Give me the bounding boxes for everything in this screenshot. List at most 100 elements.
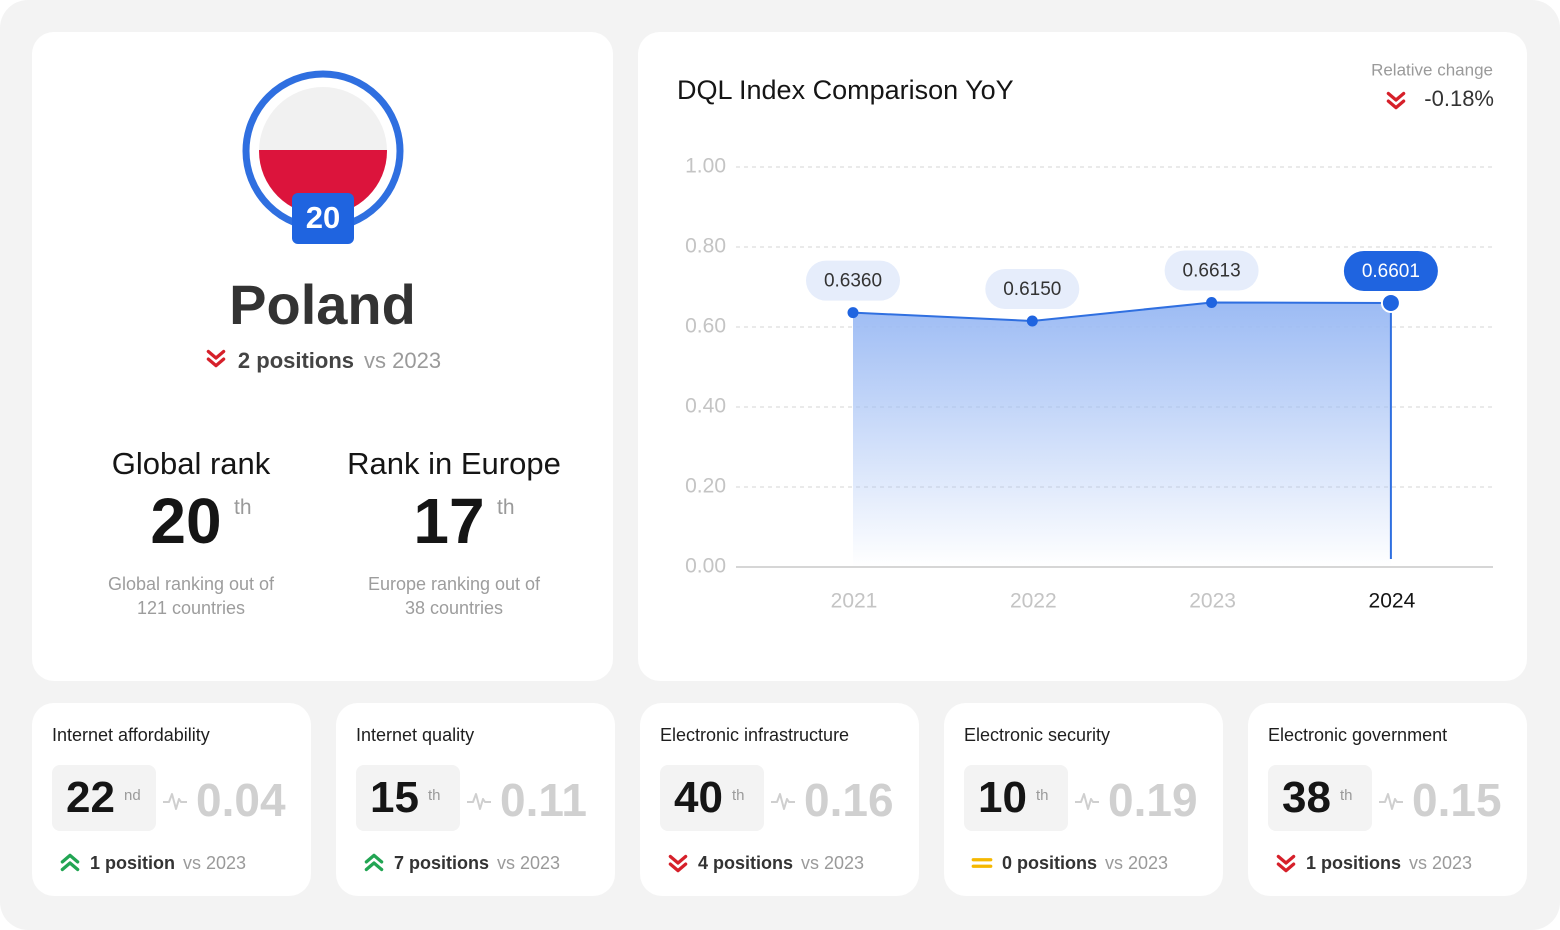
change-icon xyxy=(666,851,690,875)
metric-title: Internet affordability xyxy=(52,725,210,745)
pulse-icon xyxy=(1378,790,1404,817)
line xyxy=(852,301,1391,323)
x-tick-label: 2023 xyxy=(1189,590,1236,613)
value-label-pill xyxy=(1164,250,1259,291)
rank-box: 22 nd xyxy=(52,765,156,831)
rank-description: Global ranking out of 121 countries xyxy=(107,574,275,618)
flag-emblem: 20 xyxy=(242,70,404,244)
value-label: 0.6150 xyxy=(1003,279,1061,300)
y-tick-label: 0.80 xyxy=(685,235,726,258)
trend-icon xyxy=(668,854,688,873)
trend-icon xyxy=(206,349,226,368)
trend-icon xyxy=(1276,854,1296,873)
rank-value: 20 xyxy=(150,485,222,557)
metric-score: 0.15 xyxy=(1412,774,1502,826)
rank-badge-number: 20 xyxy=(306,200,340,235)
rank-value-row: 20 th xyxy=(51,484,331,562)
change-text: 1 position xyxy=(90,852,175,873)
pulse-glyph xyxy=(1075,793,1099,810)
rank-value: 17 xyxy=(413,485,485,557)
y-tick-label: 0.60 xyxy=(685,315,726,338)
data-point xyxy=(1380,292,1401,313)
metric-rank: 38 xyxy=(1282,773,1331,822)
change-compare: vs 2023 xyxy=(1105,852,1169,873)
metric-change: 7 positions vs 2023 xyxy=(362,851,560,875)
rank-box: 40 th xyxy=(660,765,764,831)
pulse-icon xyxy=(770,790,796,817)
rank-description: Europe ranking out of 38 countries xyxy=(367,574,541,618)
rank-box: 10 th xyxy=(964,765,1068,831)
rank-box: 15 th xyxy=(356,765,460,831)
y-tick-label: 0.40 xyxy=(685,395,726,418)
y-tick-label: 1.00 xyxy=(685,155,726,178)
metric-rank: 15 xyxy=(370,773,419,822)
metric-change: 1 position vs 2023 xyxy=(58,851,246,875)
metric-score: 0.16 xyxy=(804,774,894,826)
pulse-icon xyxy=(1074,790,1100,817)
y-tick-label: 0.20 xyxy=(685,475,726,498)
metric-title: Electronic infrastructure xyxy=(660,725,850,745)
change-compare: vs 2023 xyxy=(1409,852,1473,873)
trend-icon xyxy=(364,853,384,872)
data-point xyxy=(1206,296,1218,308)
y-tick-label: 0.00 xyxy=(685,555,726,578)
rank-box: 38 th xyxy=(1268,765,1372,831)
pulse-glyph xyxy=(1379,793,1403,810)
change-compare: vs 2023 xyxy=(183,852,247,873)
chart-title: DQL Index Comparison YoY xyxy=(677,75,1014,105)
chart: DQL Index Comparison YoY Relative change… xyxy=(677,60,1494,613)
x-tick-label: 2021 xyxy=(831,590,878,613)
annotation-label: Relative change xyxy=(1371,60,1493,79)
data-point xyxy=(1026,315,1038,327)
metric-score: 0.11 xyxy=(500,774,587,826)
metric-change: 4 positions vs 2023 xyxy=(666,851,864,875)
area xyxy=(853,302,1391,567)
pulse-icon xyxy=(162,790,188,817)
metric-rank: 22 xyxy=(66,773,115,822)
change-compare: vs 2023 xyxy=(364,348,442,373)
x-tick-label: 2024 xyxy=(1369,590,1416,613)
rank-block: Rank in Europe 17 th Europe ranking out of … xyxy=(314,446,594,620)
value-label: 0.6613 xyxy=(1183,260,1241,281)
change-icon xyxy=(970,851,994,875)
value-label: 0.6601 xyxy=(1362,261,1420,282)
rank-badge xyxy=(292,193,354,244)
pulse-icon xyxy=(466,790,492,817)
change-text: 2 positions xyxy=(237,348,355,373)
metric-card: Electronic government 38 th 0.15 1 positions… xyxy=(1248,703,1527,896)
metric-change: 1 positions vs 2023 xyxy=(1274,851,1472,875)
metric-card: Electronic security 10 th 0.19 0 positions vs… xyxy=(944,703,1223,896)
data-point xyxy=(847,307,859,319)
change-icon xyxy=(58,851,82,875)
change-text: 1 positions xyxy=(1306,852,1402,873)
rank-title: Global rank xyxy=(111,446,271,481)
value-label-pill xyxy=(806,260,900,301)
change-compare: vs 2023 xyxy=(497,852,561,873)
metric-rank-suffix: th xyxy=(1340,787,1353,804)
rank-suffix: th xyxy=(497,496,515,519)
trend-icon xyxy=(1386,91,1406,110)
metric-title: Electronic security xyxy=(964,725,1111,745)
change-text: 0 positions xyxy=(1002,852,1098,873)
change-icon xyxy=(204,346,228,376)
metric-title: Internet quality xyxy=(356,725,475,745)
change-text: 7 positions xyxy=(394,852,490,873)
trend-icon xyxy=(60,853,80,872)
rank-value-row: 17 th xyxy=(314,484,594,562)
x-tick-label: 2022 xyxy=(1010,590,1057,613)
metric-rank-suffix: th xyxy=(428,787,441,804)
country-change: 2 positions vs 2023 xyxy=(32,346,613,376)
metric-rank-suffix: th xyxy=(1036,787,1049,804)
metric-rank-suffix: th xyxy=(732,787,745,804)
trend-icon xyxy=(971,858,993,868)
metric-score: 0.04 xyxy=(196,774,286,826)
metric-rank: 40 xyxy=(674,773,723,822)
pulse-glyph xyxy=(771,793,795,810)
metric-card: Internet affordability 22 nd 0.04 1 position… xyxy=(32,703,311,896)
change-icon xyxy=(362,851,386,875)
change-icon xyxy=(1274,851,1298,875)
annotation-icon xyxy=(1386,91,1406,110)
value-label: 0.6360 xyxy=(824,271,882,292)
